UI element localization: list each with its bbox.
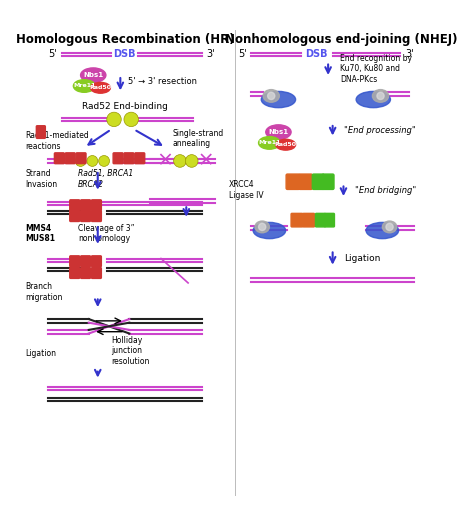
Ellipse shape bbox=[255, 221, 269, 233]
Text: Homologous Recombination (HR): Homologous Recombination (HR) bbox=[16, 33, 234, 46]
Text: Nbs1: Nbs1 bbox=[268, 129, 289, 135]
Text: Mre11: Mre11 bbox=[73, 83, 95, 89]
Text: DSB: DSB bbox=[114, 50, 136, 60]
FancyBboxPatch shape bbox=[70, 200, 80, 211]
Text: XRCC4
Ligase IV: XRCC4 Ligase IV bbox=[229, 180, 264, 200]
Text: Ligation: Ligation bbox=[26, 349, 56, 358]
FancyBboxPatch shape bbox=[81, 268, 91, 278]
FancyBboxPatch shape bbox=[291, 213, 303, 227]
FancyBboxPatch shape bbox=[91, 211, 101, 221]
Text: Rad50: Rad50 bbox=[274, 142, 297, 147]
Ellipse shape bbox=[356, 91, 391, 108]
Ellipse shape bbox=[91, 82, 110, 93]
Text: "End bridging": "End bridging" bbox=[355, 186, 417, 196]
Text: 5': 5' bbox=[238, 50, 247, 60]
Text: Ligation: Ligation bbox=[345, 254, 381, 263]
Ellipse shape bbox=[73, 80, 95, 92]
Ellipse shape bbox=[373, 90, 389, 102]
FancyBboxPatch shape bbox=[55, 153, 64, 164]
FancyBboxPatch shape bbox=[36, 126, 46, 139]
Text: 5' → 3' resection: 5' → 3' resection bbox=[128, 77, 197, 86]
Ellipse shape bbox=[377, 92, 384, 100]
FancyBboxPatch shape bbox=[81, 256, 91, 267]
FancyBboxPatch shape bbox=[124, 153, 134, 164]
FancyBboxPatch shape bbox=[81, 211, 91, 221]
Ellipse shape bbox=[276, 139, 296, 150]
Ellipse shape bbox=[366, 222, 399, 239]
Text: DSB: DSB bbox=[305, 50, 328, 60]
FancyBboxPatch shape bbox=[91, 268, 101, 278]
FancyBboxPatch shape bbox=[299, 174, 312, 189]
Text: Rad52 End-binding: Rad52 End-binding bbox=[82, 102, 168, 111]
FancyBboxPatch shape bbox=[91, 256, 101, 267]
Ellipse shape bbox=[258, 136, 280, 149]
Text: Single-strand
annealing: Single-strand annealing bbox=[173, 129, 224, 148]
Text: Rad51, BRCA1
BRCA2: Rad51, BRCA1 BRCA2 bbox=[78, 169, 133, 189]
Text: Mre11: Mre11 bbox=[258, 140, 281, 145]
FancyBboxPatch shape bbox=[91, 200, 101, 211]
Ellipse shape bbox=[386, 223, 393, 230]
FancyBboxPatch shape bbox=[70, 268, 80, 278]
Text: Rad50: Rad50 bbox=[90, 85, 111, 90]
FancyBboxPatch shape bbox=[325, 213, 335, 227]
FancyBboxPatch shape bbox=[113, 153, 123, 164]
FancyBboxPatch shape bbox=[322, 174, 334, 189]
Text: Holliday
junction
resolution: Holliday junction resolution bbox=[111, 336, 150, 366]
Circle shape bbox=[87, 155, 98, 167]
Circle shape bbox=[99, 155, 109, 167]
Circle shape bbox=[75, 155, 86, 167]
FancyBboxPatch shape bbox=[303, 213, 315, 227]
FancyBboxPatch shape bbox=[76, 153, 86, 164]
Circle shape bbox=[107, 112, 121, 126]
Ellipse shape bbox=[258, 223, 266, 230]
Ellipse shape bbox=[253, 222, 286, 239]
Ellipse shape bbox=[261, 91, 296, 108]
Ellipse shape bbox=[263, 90, 279, 102]
Text: Branch
migration: Branch migration bbox=[26, 282, 63, 301]
FancyBboxPatch shape bbox=[70, 211, 80, 221]
Ellipse shape bbox=[383, 221, 397, 233]
Text: Strand
Invasion: Strand Invasion bbox=[26, 169, 58, 189]
FancyBboxPatch shape bbox=[70, 256, 80, 267]
FancyBboxPatch shape bbox=[135, 153, 145, 164]
FancyBboxPatch shape bbox=[65, 153, 75, 164]
Text: Nbs1: Nbs1 bbox=[83, 72, 103, 78]
Text: Cleavage of 3”
nonhomology: Cleavage of 3” nonhomology bbox=[78, 223, 135, 243]
Text: 3': 3' bbox=[206, 50, 215, 60]
Circle shape bbox=[185, 154, 198, 167]
Text: "End processing": "End processing" bbox=[345, 126, 416, 135]
FancyBboxPatch shape bbox=[312, 174, 324, 189]
FancyBboxPatch shape bbox=[316, 213, 326, 227]
Text: End recognition by
Ku70, Ku80 and
DNA-PKcs: End recognition by Ku70, Ku80 and DNA-PK… bbox=[340, 54, 412, 84]
Ellipse shape bbox=[268, 92, 275, 100]
FancyBboxPatch shape bbox=[81, 200, 91, 211]
Text: Rad51-mediated
reactions: Rad51-mediated reactions bbox=[26, 131, 89, 151]
Circle shape bbox=[173, 154, 186, 167]
Circle shape bbox=[124, 112, 138, 126]
Text: 5': 5' bbox=[48, 50, 57, 60]
Ellipse shape bbox=[81, 68, 106, 82]
Text: 3': 3' bbox=[405, 50, 413, 60]
Text: Nonhomologous end-joining (NHEJ): Nonhomologous end-joining (NHEJ) bbox=[226, 33, 458, 46]
Text: MMS4
MUS81: MMS4 MUS81 bbox=[26, 223, 55, 243]
Ellipse shape bbox=[266, 125, 291, 139]
FancyBboxPatch shape bbox=[286, 174, 300, 189]
